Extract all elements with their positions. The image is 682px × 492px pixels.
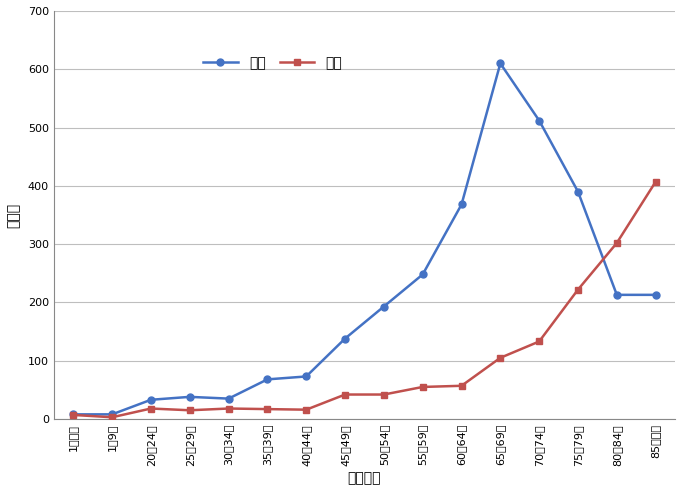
男性: [419, 272, 427, 277]
女性: [612, 240, 621, 246]
女性: [574, 287, 582, 293]
Y-axis label: 死亡数: 死亡数: [7, 202, 21, 227]
女性: [458, 383, 466, 389]
Line: 女性: 女性: [70, 178, 659, 421]
男性: [302, 373, 310, 379]
女性: [651, 179, 659, 184]
男性: [69, 411, 77, 417]
女性: [341, 392, 349, 398]
男性: [186, 394, 194, 400]
女性: [419, 384, 427, 390]
女性: [302, 407, 310, 413]
男性: [108, 411, 116, 417]
男性: [496, 61, 505, 66]
女性: [108, 414, 116, 420]
男性: [380, 304, 388, 309]
男性: [147, 397, 155, 403]
男性: [651, 292, 659, 298]
男性: [458, 202, 466, 208]
女性: [224, 405, 233, 411]
男性: [574, 189, 582, 195]
Legend: 男性, 女性: 男性, 女性: [198, 51, 348, 76]
女性: [496, 355, 505, 361]
X-axis label: 年齢階級: 年齢階級: [348, 471, 381, 485]
女性: [147, 405, 155, 411]
Line: 男性: 男性: [70, 60, 659, 418]
女性: [186, 407, 194, 413]
女性: [69, 412, 77, 418]
男性: [263, 376, 271, 382]
男性: [224, 396, 233, 401]
男性: [341, 336, 349, 341]
女性: [263, 406, 271, 412]
女性: [380, 392, 388, 398]
男性: [535, 118, 544, 123]
男性: [612, 292, 621, 298]
女性: [535, 338, 544, 344]
